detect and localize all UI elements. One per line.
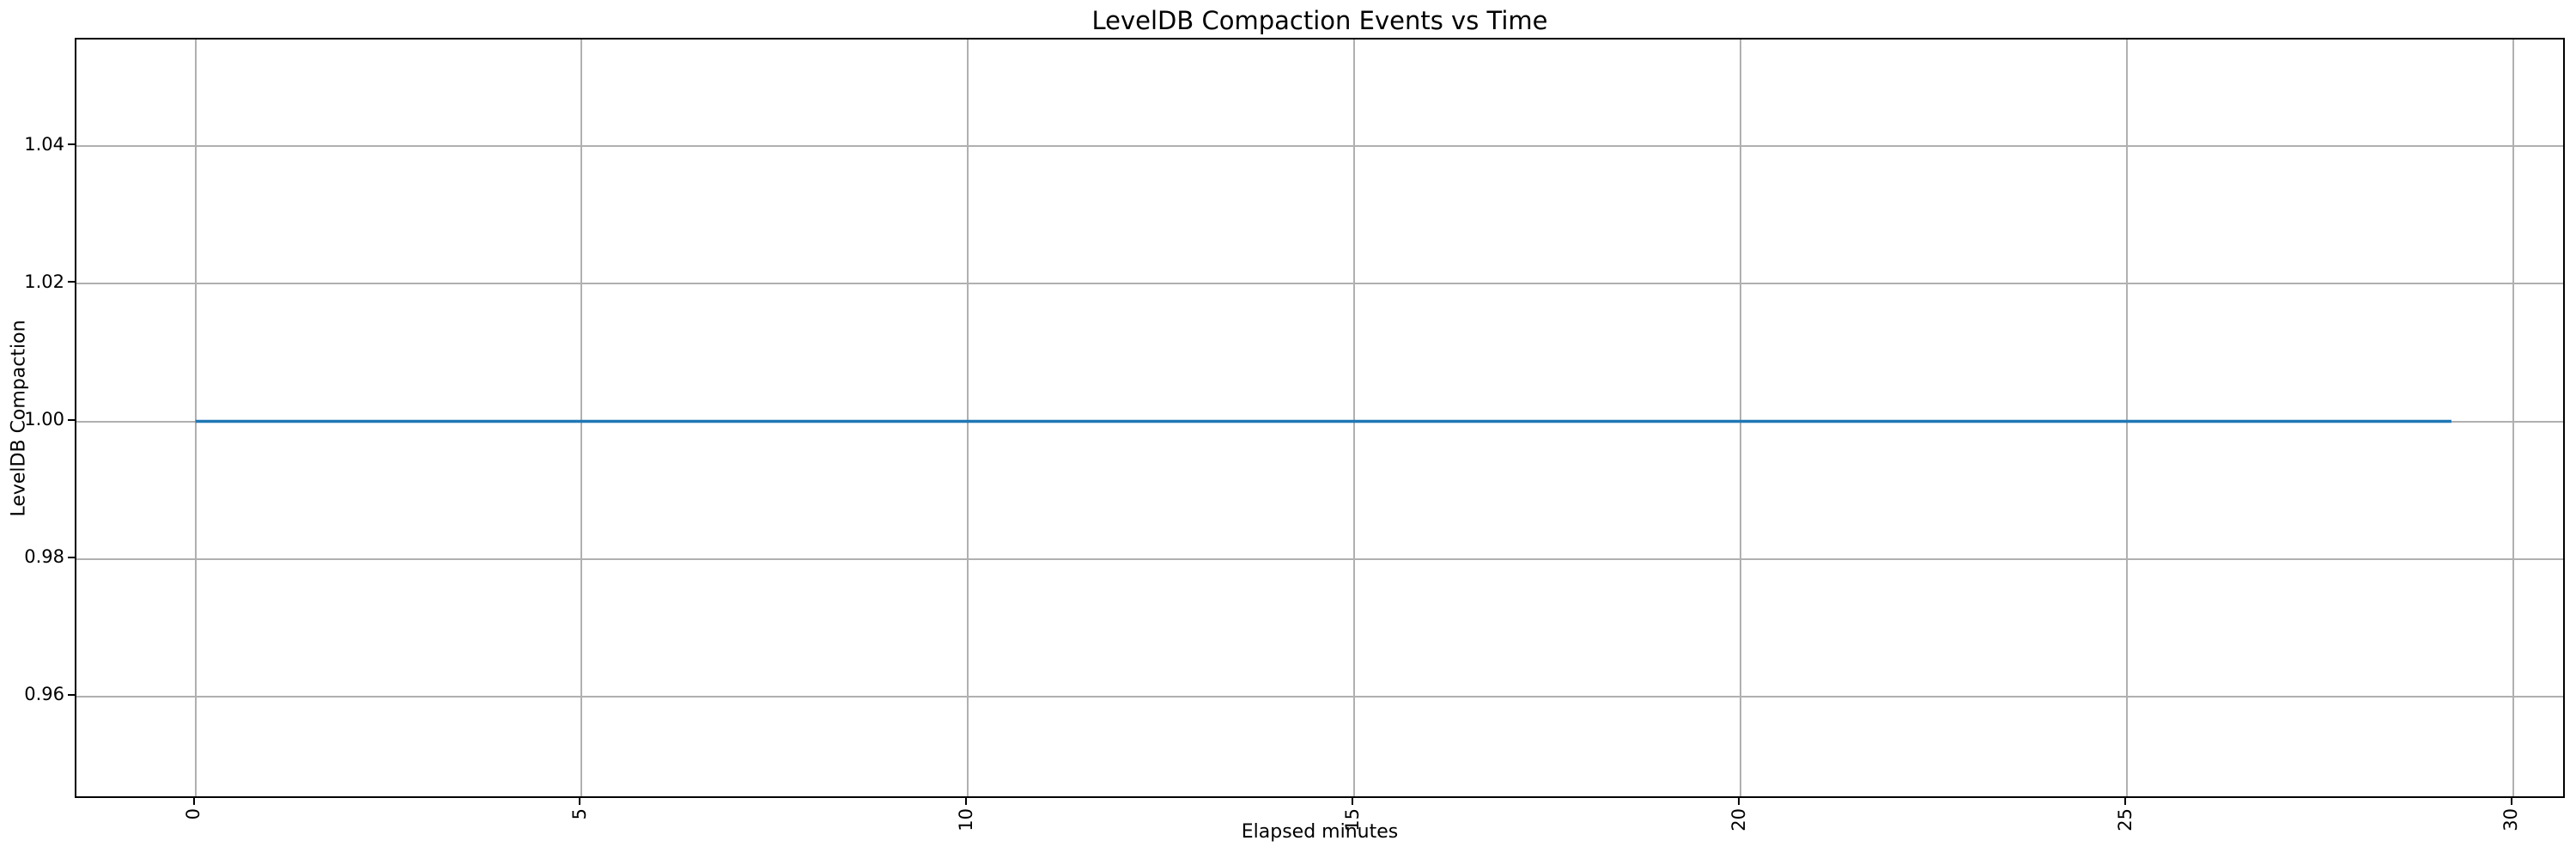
x-tick-mark <box>965 798 968 805</box>
x-tick-mark <box>1352 798 1354 805</box>
y-tick-mark <box>68 418 75 421</box>
plot-area <box>75 38 2565 798</box>
x-gridline <box>1353 40 1356 796</box>
y-gridline <box>76 695 2563 698</box>
x-tick-mark <box>192 798 195 805</box>
y-tick-mark <box>68 556 75 558</box>
y-tick-mark <box>68 281 75 283</box>
x-tick-label: 0 <box>183 808 204 820</box>
y-tick-label: 1.00 <box>24 409 64 430</box>
x-tick-mark <box>2124 798 2127 805</box>
y-axis-label: LevelDB Compaction <box>9 319 31 517</box>
y-tick-mark <box>68 143 75 146</box>
x-gridline <box>2126 40 2129 796</box>
x-tick-mark <box>1738 798 1741 805</box>
y-tick-label: 0.96 <box>24 684 64 705</box>
x-tick-label: 5 <box>568 808 590 820</box>
y-axis-label-box: LevelDB Compaction <box>9 38 31 798</box>
x-gridline <box>580 40 583 796</box>
x-gridline <box>1740 40 1742 796</box>
chart-title: LevelDB Compaction Events vs Time <box>1091 6 1548 35</box>
series-layer <box>76 40 2563 796</box>
y-gridline <box>76 557 2563 560</box>
y-tick-label: 1.04 <box>24 133 64 155</box>
x-gridline <box>967 40 969 796</box>
x-axis-label: Elapsed minutes <box>1241 821 1399 843</box>
x-tick-mark <box>579 798 581 805</box>
y-tick-mark <box>68 693 75 696</box>
x-gridline <box>2512 40 2514 796</box>
y-tick-label: 0.98 <box>24 546 64 568</box>
x-tick-mark <box>2510 798 2512 805</box>
y-gridline <box>76 145 2563 148</box>
x-gridline <box>194 40 197 796</box>
y-tick-label: 1.02 <box>24 271 64 292</box>
y-gridline <box>76 283 2563 285</box>
